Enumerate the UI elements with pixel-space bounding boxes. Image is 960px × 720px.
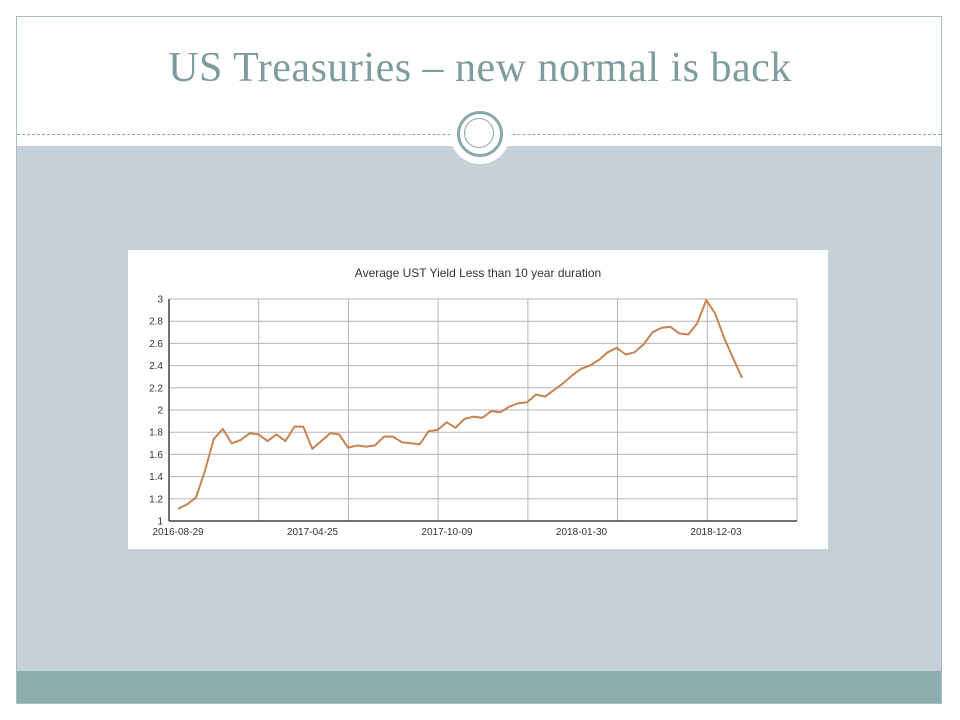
x-tick-label: 2016-08-29 — [152, 527, 204, 538]
y-tick-label: 2 — [157, 406, 163, 417]
y-tick-label: 1.4 — [149, 472, 163, 483]
y-tick-label: 1 — [157, 517, 163, 528]
x-tick-label: 2017-04-25 — [287, 527, 339, 538]
y-tick-label: 2.4 — [149, 361, 163, 372]
ornament-inner-circle — [464, 118, 494, 148]
x-tick-label: 2018-12-03 — [690, 527, 742, 538]
footer-bar — [17, 671, 941, 703]
y-tick-label: 1.8 — [149, 428, 163, 439]
x-axis-tick-labels: 2016-08-29 2017-04-25 2017-10-09 2018-01-30… — [152, 527, 742, 538]
y-tick-label: 2.6 — [149, 339, 163, 350]
y-tick-label: 2.8 — [149, 317, 163, 328]
x-tick-label: 2018-01-30 — [556, 527, 608, 538]
y-tick-label: 1.6 — [149, 450, 163, 461]
y-tick-label: 1.2 — [149, 494, 163, 505]
x-tick-label: 2017-10-09 — [421, 527, 473, 538]
y-tick-label: 2.2 — [149, 383, 163, 394]
axes — [168, 299, 797, 522]
series-line — [177, 299, 743, 510]
series-layer — [177, 299, 743, 510]
chart-container: Average UST Yield Less than 10 year dura… — [128, 250, 828, 549]
grid-lines — [168, 298, 798, 522]
chart-title: Average UST Yield Less than 10 year dura… — [355, 266, 601, 280]
line-chart: Average UST Yield Less than 10 year dura… — [149, 266, 798, 538]
y-tick-label: 3 — [157, 295, 163, 306]
slide-title: US Treasuries – new normal is back — [168, 45, 792, 91]
y-axis-tick-labels: 1 1.2 1.4 1.6 1.8 2 2.2 2.4 2.6 2.8 3 — [149, 295, 163, 528]
